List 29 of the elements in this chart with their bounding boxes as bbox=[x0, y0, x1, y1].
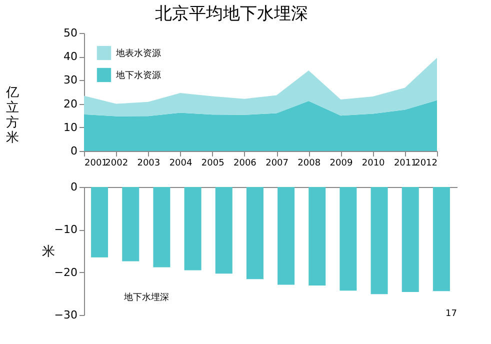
chart-title: 北京平均地下水埋深 bbox=[154, 4, 308, 24]
y-tick-label: 40 bbox=[64, 50, 78, 64]
x-tick-label: 2007 bbox=[266, 158, 288, 168]
y-axis-title: 米 bbox=[42, 244, 55, 260]
x-tick-label: 2011 bbox=[394, 158, 417, 168]
x-tick-label: 2004 bbox=[169, 158, 192, 168]
x-tick-label: 2005 bbox=[201, 158, 224, 168]
annotation: 地下水埋深 bbox=[123, 292, 169, 303]
y-axis-title: 亿立方米 bbox=[5, 86, 20, 146]
y-tick-label: −20 bbox=[54, 266, 78, 279]
x-tick-label: 2012 bbox=[414, 158, 438, 168]
y-tick-label: −10 bbox=[54, 223, 78, 236]
y-tick-label: 10 bbox=[64, 120, 78, 134]
legend-label: 地下水资源 bbox=[115, 70, 161, 81]
y-tick-label: 0 bbox=[70, 180, 78, 194]
x-tick-label: 2009 bbox=[330, 158, 353, 168]
x-tick-label: 2010 bbox=[362, 158, 386, 168]
x-tick-label: 2001 bbox=[84, 158, 108, 168]
legend-label: 地表水资源 bbox=[115, 48, 161, 59]
x-tick-label: 2008 bbox=[298, 158, 321, 168]
y-tick-label: 30 bbox=[64, 74, 78, 87]
x-tick-label: 2003 bbox=[137, 158, 160, 168]
y-tick-label: −30 bbox=[54, 308, 78, 322]
y-tick-label: 0 bbox=[70, 144, 78, 158]
y-tick-label: 20 bbox=[64, 97, 78, 110]
x-tick-label: 2002 bbox=[105, 158, 128, 168]
x-tick-label: 2006 bbox=[234, 158, 257, 168]
annotation: 17 bbox=[446, 309, 457, 319]
y-tick-label: 50 bbox=[64, 26, 78, 40]
